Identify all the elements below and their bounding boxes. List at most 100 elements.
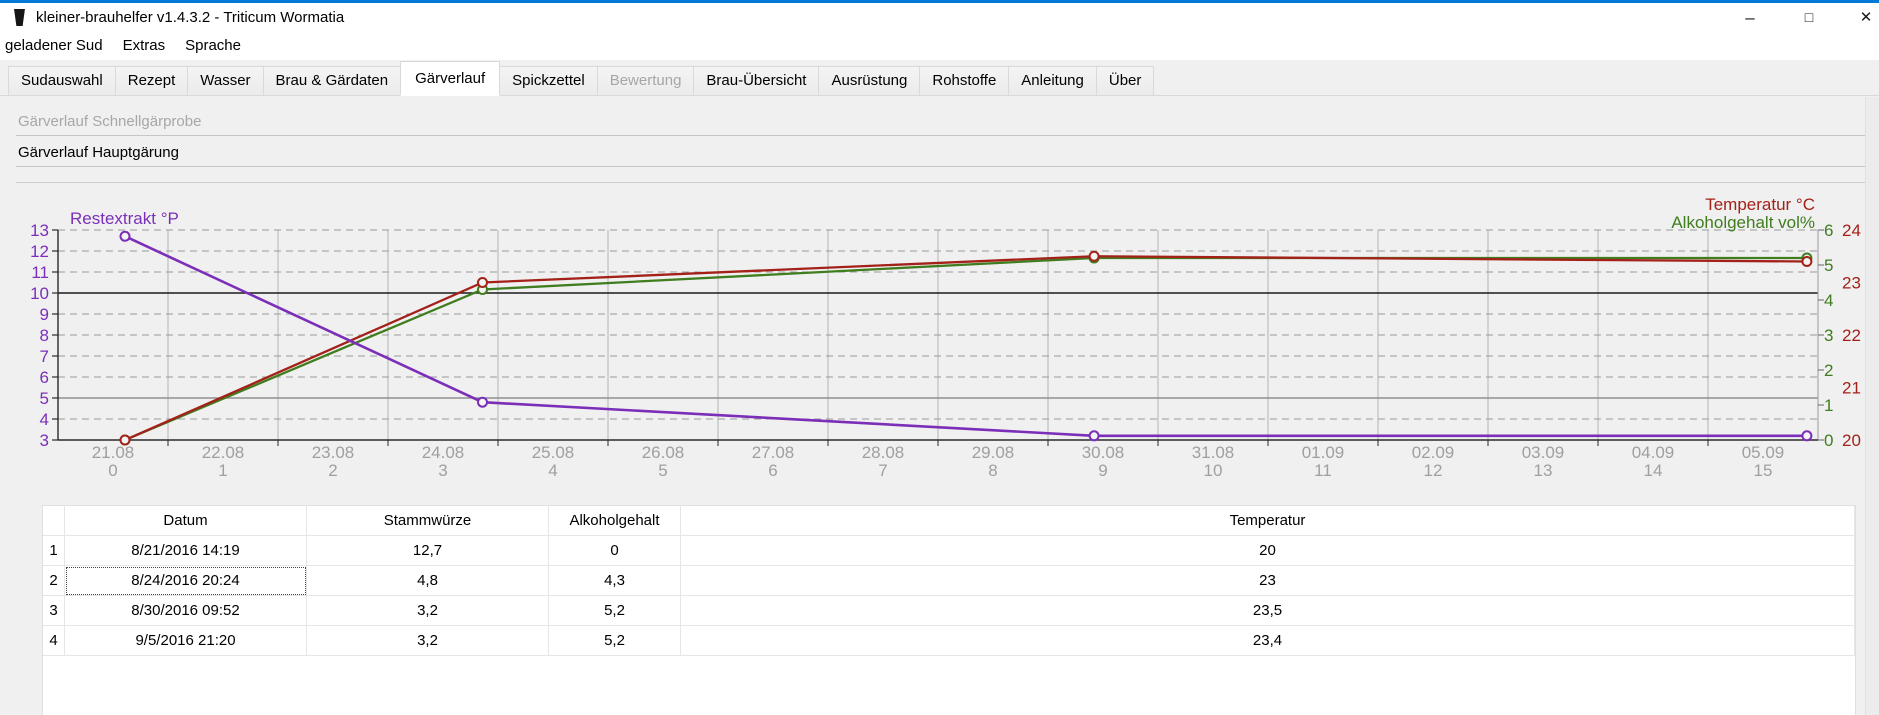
tab-brau-uebersicht[interactable]: Brau-Übersicht — [693, 66, 820, 96]
fermentation-chart: 3456789101112130123456202122232421.08022… — [30, 195, 1861, 480]
menu-item-extras[interactable]: Extras — [122, 37, 166, 54]
svg-text:20: 20 — [1842, 431, 1861, 450]
svg-text:5: 5 — [1824, 256, 1833, 275]
cell-alkoholgehalt-2[interactable]: 4,3 — [549, 566, 681, 596]
svg-text:10: 10 — [30, 284, 49, 303]
tab-ausruestung[interactable]: Ausrüstung — [818, 66, 921, 96]
menu-item-sprache[interactable]: Sprache — [185, 37, 241, 54]
tab-ueber[interactable]: Über — [1095, 66, 1155, 96]
cell-stammwuerze-3[interactable]: 3,2 — [307, 596, 549, 626]
tab-sudauswahl[interactable]: Sudauswahl — [8, 66, 116, 96]
svg-text:24.08: 24.08 — [422, 443, 465, 462]
cell-alkoholgehalt-1[interactable]: 0 — [549, 536, 681, 566]
table-cell-focused[interactable]: 8/24/2016 20:24 — [65, 566, 307, 596]
divider — [16, 166, 1868, 167]
cell-temperatur-3[interactable]: 23,5 — [681, 596, 1855, 626]
svg-text:Restextrakt °P: Restextrakt °P — [70, 209, 179, 228]
svg-text:5: 5 — [40, 389, 49, 408]
tab-rezept[interactable]: Rezept — [114, 66, 189, 96]
cell-datum-4[interactable]: 9/5/2016 21:20 — [65, 626, 307, 656]
svg-text:21: 21 — [1842, 379, 1861, 398]
svg-text:24: 24 — [1842, 221, 1861, 240]
table-row: 2 8/24/2016 20:24 4,8 4,3 23 — [43, 566, 1855, 596]
tab-bewertung[interactable]: Bewertung — [596, 66, 695, 96]
maximize-icon: □ — [1804, 9, 1814, 25]
svg-text:13: 13 — [1534, 461, 1553, 480]
svg-text:23: 23 — [1842, 274, 1861, 293]
svg-text:3: 3 — [1824, 326, 1833, 345]
svg-text:6: 6 — [1824, 221, 1833, 240]
svg-text:6: 6 — [768, 461, 777, 480]
column-header-stammwuerze[interactable]: Stammwürze — [307, 506, 549, 536]
row-header-2[interactable]: 2 — [43, 566, 65, 596]
close-button[interactable]: ✕ — [1843, 3, 1879, 32]
svg-text:1: 1 — [1824, 396, 1833, 415]
app-icon — [14, 9, 25, 26]
svg-text:12: 12 — [30, 242, 49, 261]
cell-stammwuerze-2[interactable]: 4,8 — [307, 566, 549, 596]
column-header-alkoholgehalt[interactable]: Alkoholgehalt — [549, 506, 681, 536]
svg-text:8: 8 — [988, 461, 997, 480]
cell-alkoholgehalt-3[interactable]: 5,2 — [549, 596, 681, 626]
tab-spickzettel[interactable]: Spickzettel — [499, 66, 598, 96]
cell-alkoholgehalt-4[interactable]: 5,2 — [549, 626, 681, 656]
svg-text:28.08: 28.08 — [862, 443, 905, 462]
menu-item-geladener-sud[interactable]: geladener Sud — [5, 37, 103, 54]
scrollbar-track[interactable] — [1865, 97, 1879, 715]
column-header-datum[interactable]: Datum — [65, 506, 307, 536]
tab-rohstoffe[interactable]: Rohstoffe — [919, 66, 1010, 96]
cell-datum-3[interactable]: 8/30/2016 09:52 — [65, 596, 307, 626]
menu-bar: geladener Sud Extras Sprache — [0, 32, 1879, 60]
svg-text:14: 14 — [1644, 461, 1663, 480]
row-header-4[interactable]: 4 — [43, 626, 65, 656]
svg-text:9: 9 — [1098, 461, 1107, 480]
svg-text:2: 2 — [1824, 361, 1833, 380]
cell-stammwuerze-4[interactable]: 3,2 — [307, 626, 549, 656]
svg-text:22: 22 — [1842, 326, 1861, 345]
corner-header-cell[interactable] — [43, 506, 65, 536]
cell-temperatur-1[interactable]: 20 — [681, 536, 1855, 566]
svg-text:Temperatur °C: Temperatur °C — [1705, 195, 1815, 214]
section-header-hauptgaerung[interactable]: Gärverlauf Hauptgärung — [18, 144, 179, 161]
column-header-temperatur[interactable]: Temperatur — [681, 506, 1855, 536]
row-header-3[interactable]: 3 — [43, 596, 65, 626]
cell-temperatur-4[interactable]: 23,4 — [681, 626, 1855, 656]
svg-text:27.08: 27.08 — [752, 443, 795, 462]
svg-text:1: 1 — [218, 461, 227, 480]
svg-text:4: 4 — [1824, 291, 1833, 310]
fermentation-table: Datum Stammwürze Alkoholgehalt Temperatur 1 8… — [42, 505, 1856, 715]
minimize-button[interactable]: – — [1727, 3, 1773, 32]
minimize-icon: – — [1745, 8, 1755, 27]
cell-temperatur-2[interactable]: 23 — [681, 566, 1855, 596]
title-bar: kleiner-brauhelfer v1.4.3.2 - Triticum W… — [0, 3, 1879, 32]
cell-stammwuerze-1[interactable]: 12,7 — [307, 536, 549, 566]
chart-frame-border — [16, 182, 1868, 183]
svg-text:25.08: 25.08 — [532, 443, 575, 462]
svg-text:7: 7 — [40, 347, 49, 366]
svg-text:21.08: 21.08 — [92, 443, 135, 462]
svg-text:15: 15 — [1754, 461, 1773, 480]
maximize-button[interactable]: □ — [1786, 3, 1832, 32]
svg-text:05.09: 05.09 — [1742, 443, 1785, 462]
tab-wasser[interactable]: Wasser — [187, 66, 264, 96]
svg-text:8: 8 — [40, 326, 49, 345]
tab-anleitung[interactable]: Anleitung — [1008, 66, 1097, 96]
table-row: 3 8/30/2016 09:52 3,2 5,2 23,5 — [43, 596, 1855, 626]
svg-text:2: 2 — [328, 461, 337, 480]
svg-text:6: 6 — [40, 368, 49, 387]
svg-text:4: 4 — [548, 461, 557, 480]
svg-text:3: 3 — [438, 461, 447, 480]
svg-text:03.09: 03.09 — [1522, 443, 1565, 462]
svg-text:Alkoholgehalt vol%: Alkoholgehalt vol% — [1671, 213, 1815, 232]
svg-text:13: 13 — [30, 221, 49, 240]
section-header-schnellgaerprobe[interactable]: Gärverlauf Schnellgärprobe — [18, 113, 202, 130]
svg-text:0: 0 — [108, 461, 117, 480]
svg-text:7: 7 — [878, 461, 887, 480]
table-row: 1 8/21/2016 14:19 12,7 0 20 — [43, 536, 1855, 566]
tab-gaerverlauf[interactable]: Gärverlauf — [400, 61, 501, 96]
cell-datum-1[interactable]: 8/21/2016 14:19 — [65, 536, 307, 566]
tab-brau-gaerdaten[interactable]: Brau & Gärdaten — [262, 66, 402, 96]
svg-text:11: 11 — [31, 263, 49, 282]
row-header-1[interactable]: 1 — [43, 536, 65, 566]
svg-text:02.09: 02.09 — [1412, 443, 1455, 462]
